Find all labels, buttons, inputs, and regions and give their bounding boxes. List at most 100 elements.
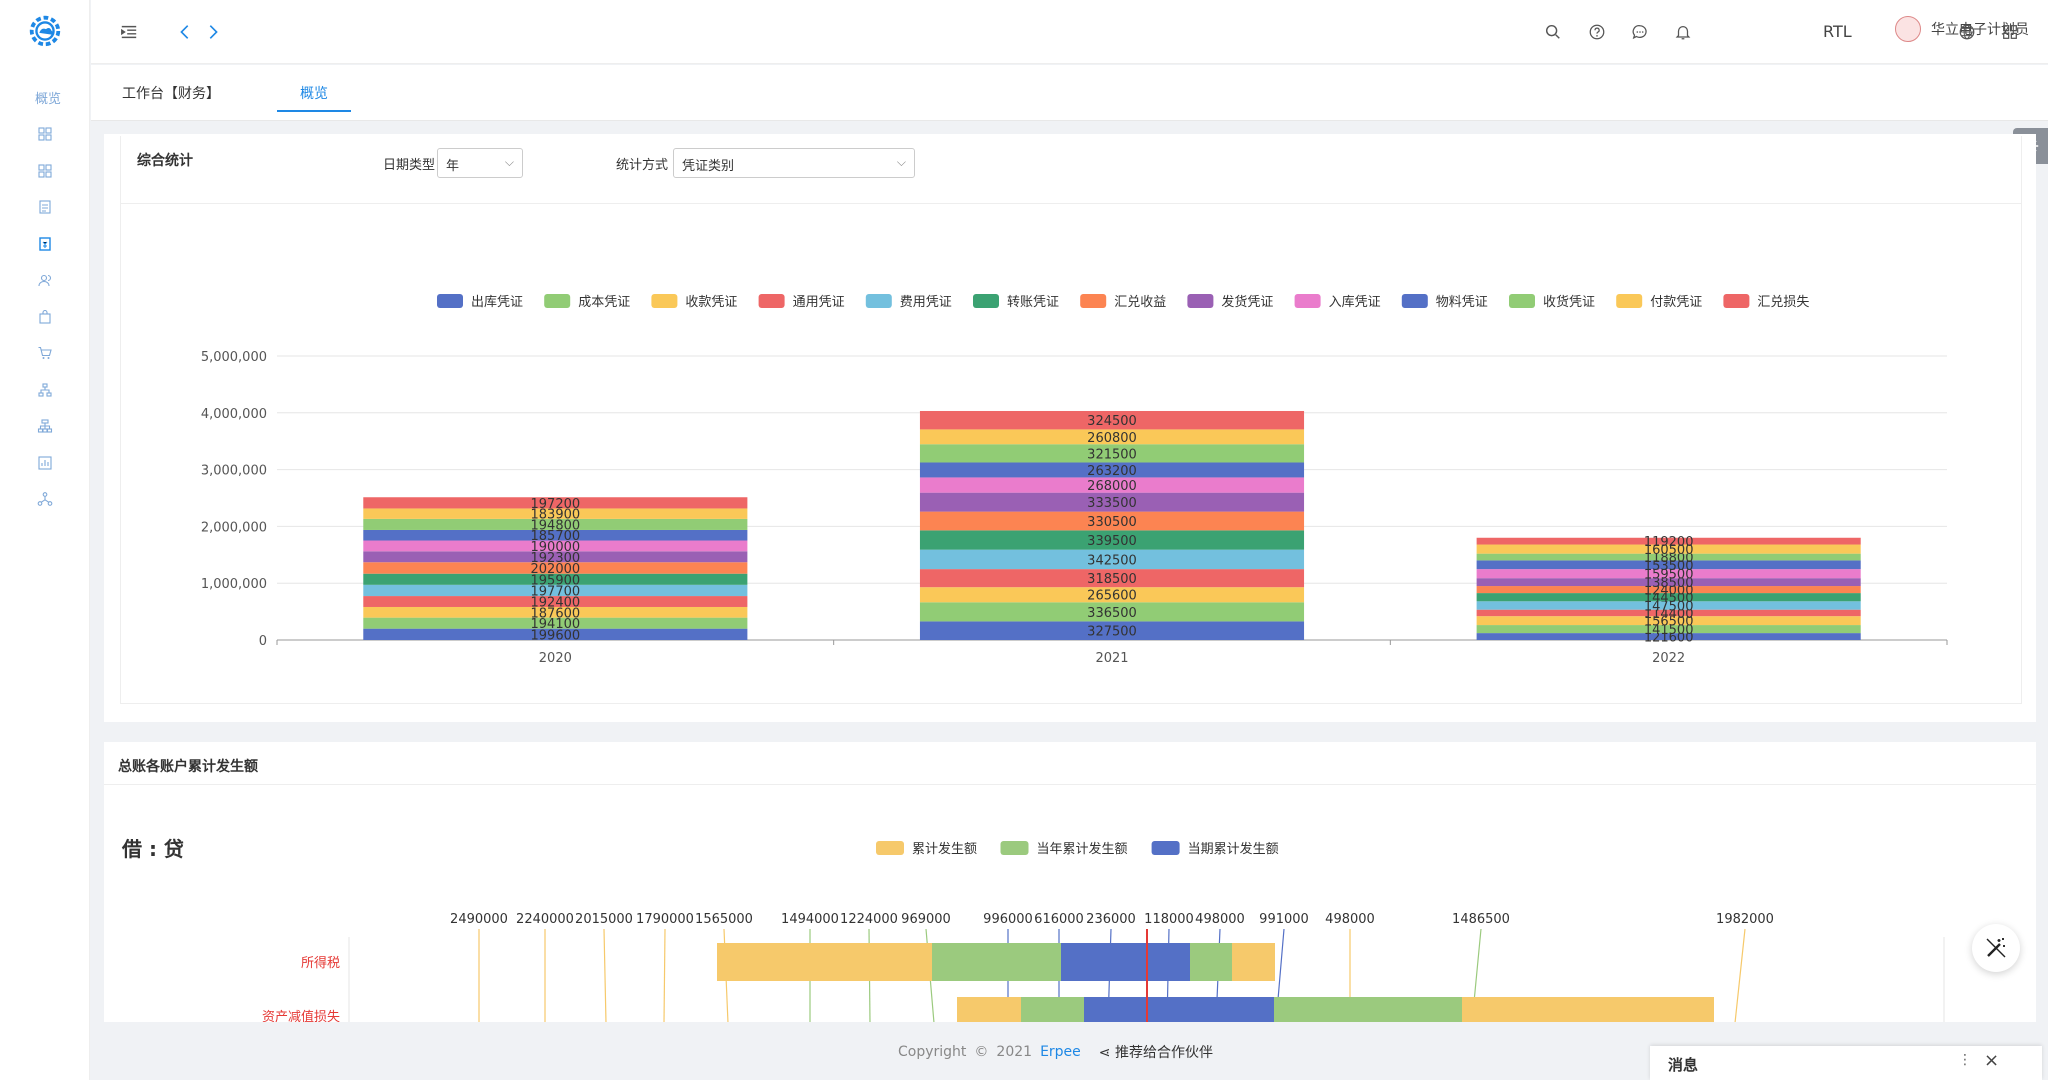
sidebar-hierarchy-item[interactable] bbox=[0, 408, 90, 444]
bar-segment[interactable] bbox=[363, 606, 748, 618]
legend-item[interactable]: 费用凭证 bbox=[865, 294, 952, 310]
brand-link[interactable]: Erpee bbox=[1040, 1044, 1081, 1060]
bar-segment[interactable] bbox=[1476, 586, 1861, 594]
sidebar-org-item[interactable] bbox=[0, 372, 90, 408]
legend-item[interactable]: 出库凭证 bbox=[437, 294, 523, 310]
guide-line bbox=[663, 928, 666, 1022]
bar-segment[interactable] bbox=[363, 518, 748, 530]
bar-segment[interactable] bbox=[363, 628, 748, 640]
legend-item[interactable]: 汇兑收益 bbox=[1080, 294, 1166, 310]
bell-icon[interactable] bbox=[1669, 18, 1697, 46]
bar-segment[interactable] bbox=[1476, 616, 1861, 626]
legend-item[interactable]: 发货凭证 bbox=[1187, 294, 1273, 310]
range-row[interactable] bbox=[717, 943, 1275, 981]
bar-segment[interactable] bbox=[919, 602, 1305, 622]
close-icon[interactable]: × bbox=[1984, 1050, 2000, 1071]
stat-mode-select[interactable]: 凭证类别 ⌵ bbox=[673, 148, 915, 178]
bar-segment[interactable] bbox=[363, 562, 748, 574]
forward-arrow-icon[interactable] bbox=[199, 18, 227, 46]
bar-segment[interactable] bbox=[919, 511, 1305, 531]
bar-segment[interactable] bbox=[363, 617, 748, 629]
legend-label: 转账凭证 bbox=[1007, 295, 1059, 310]
bar-segment[interactable] bbox=[1476, 553, 1861, 561]
bar-segment[interactable] bbox=[919, 492, 1305, 512]
legend-item[interactable]: 收货凭证 bbox=[1509, 294, 1595, 310]
legend-item[interactable]: 当年累计发生额 bbox=[1000, 841, 1128, 857]
legend-swatch bbox=[1401, 294, 1428, 308]
legend-item[interactable]: 汇兑损失 bbox=[1723, 294, 1809, 310]
sidebar-users-item[interactable] bbox=[0, 262, 90, 298]
bar-segment[interactable] bbox=[363, 551, 748, 563]
legend-item[interactable]: 入库凭证 bbox=[1294, 294, 1381, 310]
bar-segment[interactable] bbox=[1476, 560, 1861, 570]
bar-segment[interactable] bbox=[919, 587, 1305, 603]
sidebar-cart-item[interactable] bbox=[0, 335, 90, 371]
bar-segment[interactable] bbox=[919, 530, 1305, 550]
bar-segment[interactable] bbox=[1476, 544, 1861, 554]
bar-segment[interactable] bbox=[1476, 625, 1861, 634]
bar-segment[interactable] bbox=[1476, 609, 1861, 617]
magic-wand-icon[interactable] bbox=[1972, 924, 2020, 972]
bar-segment[interactable] bbox=[1476, 578, 1861, 587]
bar-segment[interactable] bbox=[363, 596, 748, 607]
legend-item[interactable]: 当期累计发生额 bbox=[1151, 841, 1279, 857]
chat-icon[interactable] bbox=[1626, 18, 1654, 46]
tab-workbench-finance[interactable]: 工作台【财务】 bbox=[122, 86, 220, 102]
y-tick-label: 5,000,000 bbox=[201, 350, 267, 365]
y-tick-label: 1,000,000 bbox=[201, 577, 267, 592]
bar-value-label: 121600 bbox=[1644, 631, 1694, 646]
apps-grid-icon[interactable] bbox=[1996, 18, 2024, 46]
legend-item[interactable]: 累计发生额 bbox=[876, 841, 977, 857]
bar-segment[interactable] bbox=[1476, 601, 1861, 610]
range-segment bbox=[1021, 997, 1084, 1022]
legend-item[interactable]: 付款凭证 bbox=[1616, 294, 1702, 310]
sidebar-document-item[interactable] bbox=[0, 189, 90, 225]
legend-label: 汇兑损失 bbox=[1757, 295, 1809, 310]
bar-segment[interactable] bbox=[1476, 593, 1861, 602]
legend-item[interactable]: 转账凭证 bbox=[973, 294, 1059, 310]
bar-segment[interactable] bbox=[363, 584, 748, 597]
sidebar-grid-item[interactable] bbox=[0, 153, 90, 189]
sidebar-voucher-item[interactable] bbox=[0, 226, 90, 262]
bar-segment[interactable] bbox=[919, 429, 1305, 445]
tab-overview[interactable]: 概览 bbox=[300, 86, 328, 102]
axis-value-label: 969000 bbox=[901, 912, 951, 927]
legend-item[interactable]: 物料凭证 bbox=[1401, 294, 1488, 310]
help-icon[interactable] bbox=[1583, 18, 1611, 46]
sidebar-network-item[interactable] bbox=[0, 481, 90, 517]
back-arrow-icon[interactable] bbox=[171, 18, 199, 46]
bar-segment[interactable] bbox=[363, 529, 748, 541]
legend-item[interactable]: 通用凭证 bbox=[758, 294, 845, 310]
bar-segment[interactable] bbox=[363, 508, 748, 519]
logo-icon[interactable] bbox=[26, 12, 64, 50]
menu-toggle-icon[interactable] bbox=[115, 18, 143, 46]
legend-item[interactable]: 成本凭证 bbox=[544, 294, 630, 310]
bar-segment[interactable] bbox=[919, 444, 1305, 463]
ratio-title: 借 : 贷 bbox=[121, 837, 184, 861]
bar-segment[interactable] bbox=[919, 462, 1305, 478]
bar-segment[interactable] bbox=[1476, 633, 1861, 640]
bar-segment[interactable] bbox=[919, 549, 1305, 570]
bar-segment[interactable] bbox=[919, 410, 1305, 430]
bar-segment[interactable] bbox=[919, 569, 1305, 588]
share-partner-link[interactable]: ⋖ 推荐给合作伙伴 bbox=[1099, 1042, 1213, 1062]
globe-icon[interactable] bbox=[1953, 18, 1981, 46]
date-type-select[interactable]: 年 ⌵ bbox=[437, 148, 523, 178]
bar-segment[interactable] bbox=[919, 621, 1305, 640]
bar-segment[interactable] bbox=[1476, 569, 1861, 579]
bar-segment[interactable] bbox=[363, 573, 748, 585]
bar-segment[interactable] bbox=[363, 540, 748, 552]
more-vertical-icon[interactable]: ⋮ bbox=[1958, 1052, 1972, 1068]
search-icon[interactable] bbox=[1539, 18, 1567, 46]
legend-item[interactable]: 收款凭证 bbox=[651, 294, 737, 310]
sidebar-item-overview[interactable]: 概览 bbox=[35, 92, 62, 107]
stat-mode-label: 统计方式 : bbox=[616, 158, 677, 173]
range-row[interactable] bbox=[957, 997, 1714, 1022]
sidebar-grid-item[interactable] bbox=[0, 116, 90, 152]
sidebar-report-item[interactable] bbox=[0, 445, 90, 481]
rtl-toggle[interactable]: RTL bbox=[1823, 22, 1852, 41]
bar-segment[interactable] bbox=[1476, 537, 1861, 545]
bar-segment[interactable] bbox=[919, 477, 1305, 493]
sidebar-bag-item[interactable] bbox=[0, 299, 90, 335]
bar-segment[interactable] bbox=[363, 497, 748, 509]
